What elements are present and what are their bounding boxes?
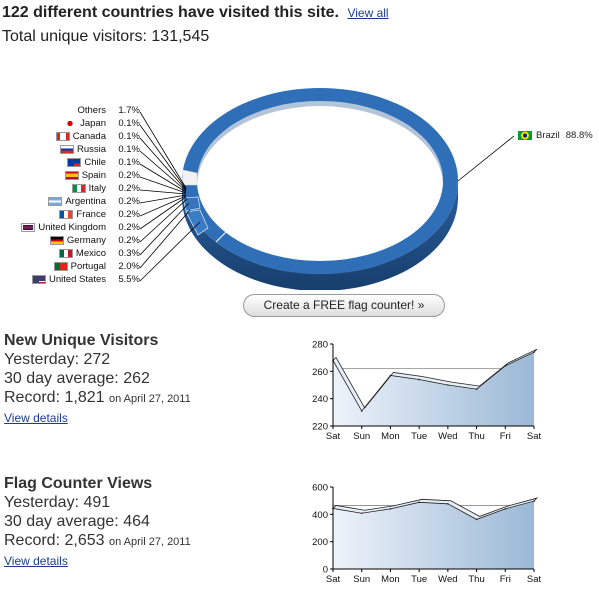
y-tick-label: 200 bbox=[312, 537, 328, 548]
countries-count-title: 122 different countries have visited thi… bbox=[2, 4, 339, 21]
legend-item: United Kingdom 0.2% bbox=[21, 221, 140, 234]
area-fill bbox=[333, 501, 534, 569]
data-point bbox=[475, 388, 478, 390]
record-value: Record: 1,821 on April 27, 2011 bbox=[4, 389, 191, 406]
legend-item: Japan 0.1% bbox=[63, 117, 140, 130]
x-tick-label: Sat bbox=[326, 574, 341, 585]
x-tick-label: Wed bbox=[438, 431, 457, 442]
others-icon bbox=[60, 106, 74, 115]
data-point bbox=[389, 374, 392, 377]
x-tick-label: Mon bbox=[381, 574, 399, 585]
ring-inner bbox=[197, 101, 443, 261]
page-headline: 122 different countries have visited thi… bbox=[2, 4, 389, 22]
view-details-link[interactable]: View details bbox=[4, 554, 68, 568]
legend-item: France 0.2% bbox=[59, 208, 140, 221]
yesterday-value: Yesterday: 272 bbox=[4, 351, 111, 368]
x-tick-label: Tue bbox=[411, 574, 427, 585]
usa-flag-icon bbox=[31, 275, 46, 284]
y-tick-label: 600 bbox=[312, 483, 328, 494]
legend-item-brazil: Brazil 88.8% bbox=[518, 130, 593, 141]
data-point bbox=[360, 410, 363, 412]
data-point bbox=[504, 508, 507, 510]
y-tick-label: 0 bbox=[323, 565, 328, 576]
data-point bbox=[475, 518, 478, 521]
canada-flag-icon bbox=[55, 132, 70, 141]
view-all-link[interactable]: View all bbox=[347, 6, 389, 20]
data-point bbox=[418, 378, 420, 381]
legend-item: Germany 0.2% bbox=[49, 234, 140, 247]
germany-flag-icon bbox=[49, 236, 64, 245]
legend-item: Chile 0.1% bbox=[67, 156, 140, 169]
legend-item: Canada 0.1% bbox=[55, 130, 140, 143]
x-tick-label: Tue bbox=[411, 431, 427, 442]
brazil-flag-icon bbox=[518, 131, 532, 140]
visitors-area-chart: 220 240 260 280 Sat Sun Mon Tue Wed Thu Fri Sat bbox=[300, 336, 550, 451]
portugal-flag-icon bbox=[53, 262, 68, 271]
y-tick-label: 240 bbox=[312, 394, 328, 405]
x-tick-label: Fri bbox=[500, 431, 511, 442]
legend-item: Argentina 0.2% bbox=[48, 195, 140, 208]
data-point bbox=[533, 351, 535, 353]
create-flag-counter-button[interactable]: Create a FREE flag counter! » bbox=[243, 294, 445, 317]
x-tick-label: Fri bbox=[500, 574, 511, 585]
argentina-flag-icon bbox=[48, 197, 63, 206]
legend-item: Others 1.7% bbox=[60, 104, 140, 117]
data-point bbox=[504, 365, 507, 367]
area-fill bbox=[333, 352, 534, 426]
x-tick-label: Wed bbox=[438, 574, 457, 585]
record-date: on April 27, 2011 bbox=[108, 536, 191, 548]
france-flag-icon bbox=[59, 210, 74, 219]
data-point bbox=[447, 384, 449, 386]
slice-us bbox=[185, 209, 209, 236]
slice-others bbox=[181, 169, 198, 186]
legend-item: Spain 0.2% bbox=[64, 169, 140, 182]
italy-flag-icon bbox=[71, 184, 86, 193]
x-tick-label: Sat bbox=[326, 431, 341, 442]
legend-item: United States 5.5% bbox=[31, 273, 140, 286]
spain-flag-icon bbox=[64, 171, 79, 180]
section-title: Flag Counter Views bbox=[4, 475, 153, 492]
record-value: Record: 2,653 on April 27, 2011 bbox=[4, 532, 191, 549]
x-tick-label: Thu bbox=[468, 574, 484, 585]
japan-flag-icon bbox=[63, 119, 78, 128]
y-tick-label: 280 bbox=[312, 340, 328, 351]
legend-item: Mexico 0.3% bbox=[58, 247, 140, 260]
legend-item: Portugal 2.0% bbox=[53, 260, 140, 273]
new-unique-visitors-section: New Unique Visitors Yesterday: 272 30 da… bbox=[4, 332, 191, 427]
x-tick-label: Sun bbox=[353, 431, 370, 442]
data-point bbox=[418, 501, 420, 504]
flag-counter-views-section: Flag Counter Views Yesterday: 491 30 day… bbox=[4, 475, 191, 570]
section-title: New Unique Visitors bbox=[4, 332, 159, 349]
x-tick-label: Sun bbox=[353, 574, 370, 585]
uk-flag-icon bbox=[21, 223, 36, 232]
x-tick-label: Mon bbox=[381, 431, 399, 442]
views-area-chart: 0 200 400 600 Sat Sun Mon Tue Wed Thu Fri Sat bbox=[300, 479, 550, 589]
ring-side bbox=[182, 181, 458, 290]
average-value: 30 day average: 464 bbox=[4, 513, 150, 530]
data-point bbox=[389, 508, 392, 510]
data-point bbox=[447, 503, 449, 505]
legend-item: Italy 0.2% bbox=[71, 182, 140, 195]
chile-flag-icon bbox=[67, 158, 82, 167]
country-donut-chart bbox=[140, 88, 515, 290]
mexico-flag-icon bbox=[58, 249, 73, 258]
x-tick-label: Sat bbox=[527, 574, 542, 585]
x-tick-label: Thu bbox=[468, 431, 484, 442]
record-date: on April 27, 2011 bbox=[108, 393, 191, 405]
x-tick-label: Sat bbox=[527, 431, 542, 442]
yesterday-value: Yesterday: 491 bbox=[4, 494, 111, 511]
data-point bbox=[360, 512, 363, 515]
y-tick-label: 220 bbox=[312, 422, 328, 433]
total-visitors: Total unique visitors: 131,545 bbox=[2, 28, 210, 45]
view-details-link[interactable]: View details bbox=[4, 411, 68, 425]
russia-flag-icon bbox=[59, 145, 74, 154]
average-value: 30 day average: 262 bbox=[4, 370, 150, 387]
legend-item: Russia 0.1% bbox=[59, 143, 140, 156]
y-tick-label: 400 bbox=[312, 510, 328, 521]
data-point bbox=[533, 500, 535, 502]
y-tick-label: 260 bbox=[312, 367, 328, 378]
leader-lines bbox=[140, 111, 515, 282]
